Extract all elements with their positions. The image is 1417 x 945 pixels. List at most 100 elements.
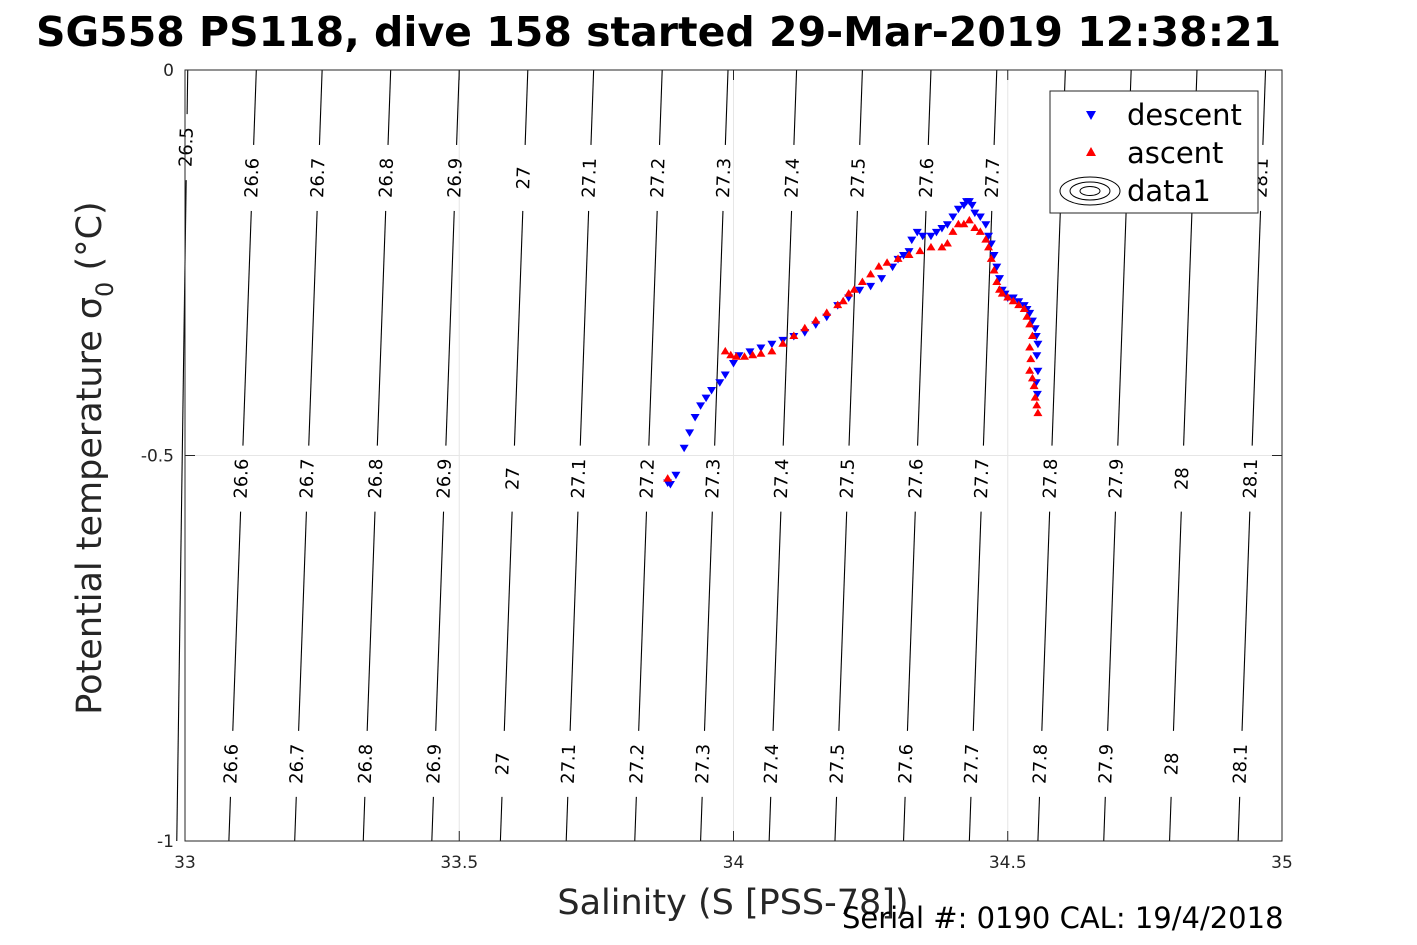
contour-label: 27.8: [1029, 744, 1051, 785]
contour-label: 28.1: [1230, 744, 1252, 785]
contour-label: 26.8: [355, 744, 377, 785]
contour-line: [902, 796, 906, 842]
contour-line: [1262, 69, 1267, 145]
contour-line: [1041, 511, 1051, 731]
ascent-point: [1026, 354, 1036, 363]
contour-label: 27.6: [916, 158, 938, 199]
descent-point: [899, 252, 909, 260]
contour-line: [859, 69, 863, 145]
contour-line: [524, 69, 529, 145]
svg-text:Potential temperature σ0 (°C): Potential temperature σ0 (°C): [70, 201, 119, 714]
ascent-point: [767, 346, 777, 355]
contour-line: [848, 210, 858, 446]
descent-point: [877, 275, 887, 283]
contour-line: [1241, 511, 1251, 731]
contour-label: 27.2: [626, 744, 648, 785]
x-axis-label: Salinity (S [PSS-78]): [557, 883, 908, 923]
contour-line: [366, 511, 376, 731]
descent-point: [701, 394, 711, 403]
ascent-point: [1029, 381, 1039, 390]
contour-line: [294, 796, 297, 842]
contour-label: 27.4: [771, 458, 793, 499]
contour-label: 26.9: [444, 158, 466, 199]
contour-line: [968, 796, 972, 842]
x-tick-label: 35: [1271, 853, 1293, 873]
contour-label: 27.5: [847, 158, 869, 199]
ascent-point: [989, 265, 999, 274]
descent-point: [767, 340, 777, 349]
descent-point: [937, 225, 947, 233]
contour-line: [1107, 511, 1117, 731]
contour-label: 26.8: [365, 458, 387, 499]
contour-label: 27.9: [1095, 744, 1117, 785]
contour-line: [838, 511, 848, 731]
ascent-point: [959, 219, 969, 228]
descent-point: [926, 232, 936, 241]
legend-box: [1049, 90, 1259, 214]
contour-line: [376, 210, 387, 446]
ascent-point: [893, 254, 903, 262]
contour-line: [590, 69, 595, 145]
descent-point: [984, 232, 994, 241]
ascent-point: [789, 331, 799, 339]
ascent-point: [731, 352, 741, 360]
descent-point: [1033, 367, 1043, 376]
contour-label: 27.3: [713, 158, 735, 199]
ascent-point: [1014, 300, 1024, 309]
ascent-point: [964, 215, 974, 224]
ascent-point: [663, 474, 673, 482]
ascent-point: [942, 238, 952, 247]
contour-line: [253, 69, 257, 145]
contour-line: [1037, 796, 1041, 842]
contour-line: [638, 511, 648, 731]
contour-line: [993, 69, 998, 145]
contour-label: 27.4: [761, 744, 783, 785]
contour-line: [431, 796, 434, 842]
y-tick-label: -1: [157, 832, 174, 852]
contour-line: [1251, 210, 1262, 446]
descent-point: [729, 359, 738, 368]
descent-point: [671, 471, 681, 480]
contour-label: 26.7: [286, 744, 308, 785]
descent-point: [685, 429, 695, 437]
descent-point: [665, 481, 675, 489]
contour-label: 26.6: [231, 458, 253, 499]
ascent-point: [984, 242, 994, 251]
contour-label: 27: [492, 752, 514, 776]
ascent-point: [937, 242, 947, 251]
descent-point: [918, 232, 928, 241]
descent-point: [995, 275, 1005, 283]
y-axis-ticks: 0 -0.5 -1: [141, 61, 1282, 852]
y-tick-label: -0.5: [141, 447, 174, 467]
ascent-point: [866, 269, 876, 278]
contour-line: [772, 511, 782, 731]
ascent-point: [915, 246, 925, 255]
ascent-point: [833, 300, 843, 309]
ascent-point: [986, 254, 996, 262]
contour-line: [503, 511, 513, 731]
contour-label: 27.4: [782, 158, 804, 199]
contour-line: [362, 796, 366, 842]
contour-label: 27.1: [568, 458, 590, 499]
contour-line: [1169, 796, 1172, 842]
ascent-point: [778, 339, 788, 347]
descent-point: [942, 221, 952, 229]
descent-point: [866, 282, 876, 291]
descent-point: [756, 344, 766, 353]
ascent-point: [739, 352, 749, 360]
y-tick-label: 0: [163, 61, 174, 81]
ascent-point: [1030, 393, 1040, 401]
ascent-point: [800, 323, 810, 332]
contour-label: 27.7: [971, 458, 993, 499]
descent-point: [912, 228, 922, 237]
contour-line: [782, 210, 793, 446]
ascent-point: [822, 308, 832, 316]
descent-point: [679, 444, 689, 453]
descent-point: [696, 402, 706, 410]
legend-descent-label: descent: [1127, 98, 1242, 132]
ascent-point: [904, 250, 914, 259]
x-tick-label: 33: [174, 853, 196, 873]
contour-line: [768, 796, 772, 842]
contour-line: [1103, 796, 1106, 842]
